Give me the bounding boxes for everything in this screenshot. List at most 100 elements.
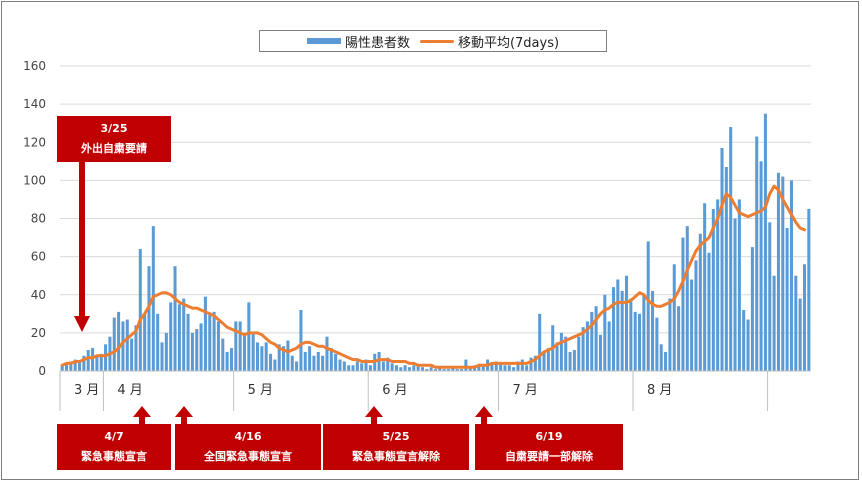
bar <box>598 334 602 371</box>
bar <box>255 342 260 371</box>
bar <box>564 336 568 371</box>
bar <box>295 361 299 371</box>
bar <box>789 180 793 371</box>
bar <box>525 365 529 371</box>
bar <box>221 338 225 371</box>
bar <box>768 222 772 371</box>
annotation-box-2: 4/16 全国緊急事態宣言 <box>175 424 321 470</box>
bar <box>433 369 438 371</box>
bar <box>694 260 698 371</box>
bar <box>412 365 416 371</box>
bar <box>316 351 320 371</box>
x-axis: 3 月 4 月 5 月 6 月 7 月 8 月 <box>59 370 811 411</box>
bar <box>277 344 281 371</box>
annotation-text: 緊急事態宣言 <box>81 450 147 463</box>
month-label: 4 月 <box>117 383 142 398</box>
bar <box>512 367 516 371</box>
bar <box>772 275 776 371</box>
bar <box>86 350 90 371</box>
month-label: 6 月 <box>382 383 407 398</box>
bar <box>273 359 277 371</box>
bar <box>516 361 520 371</box>
y-tick-labels: 0 20 40 60 80 100 120 140 160 <box>23 59 46 378</box>
bar <box>464 359 468 371</box>
bar <box>377 351 381 371</box>
bar <box>125 319 129 371</box>
bar <box>572 350 576 371</box>
month-label: 5 月 <box>248 383 273 398</box>
bar <box>121 321 125 371</box>
month-label: 7 月 <box>512 383 537 398</box>
annotation-box-4: 6/19 自粛要請一部解除 <box>475 424 623 470</box>
y-tick-label: 60 <box>31 250 46 264</box>
bar <box>364 359 368 371</box>
annotation-date: 4/7 <box>104 430 124 443</box>
bar <box>117 311 121 371</box>
y-tick-label: 0 <box>38 364 46 378</box>
bar <box>581 327 585 371</box>
bar <box>490 363 494 371</box>
bar <box>651 290 655 371</box>
arrow-head <box>133 406 151 417</box>
bar <box>112 317 116 371</box>
bar <box>698 233 702 371</box>
y-tick-label: 140 <box>23 97 46 111</box>
bar <box>494 361 498 371</box>
bar <box>290 355 294 371</box>
annotation-date: 3/25 <box>100 122 128 135</box>
bar <box>460 369 464 371</box>
annotation-date: 4/16 <box>234 430 262 443</box>
bar <box>724 167 728 371</box>
bar <box>225 351 229 371</box>
bar <box>729 127 733 371</box>
bar <box>173 266 177 371</box>
annotation-date: 6/19 <box>535 430 563 443</box>
bar <box>798 298 802 371</box>
legend-line-swatch <box>419 39 454 43</box>
bar <box>681 237 685 371</box>
bar <box>659 344 663 371</box>
y-tick-label: 40 <box>31 288 46 302</box>
bar <box>742 310 746 371</box>
bar <box>685 226 689 371</box>
bar <box>438 367 442 371</box>
bar <box>234 321 238 371</box>
bar <box>690 279 694 371</box>
bar <box>455 369 459 371</box>
arrow-head <box>74 316 90 332</box>
bar <box>546 348 550 371</box>
bar <box>677 306 681 371</box>
bar <box>104 344 108 371</box>
legend-item-cases: 陽性患者数 <box>306 32 410 51</box>
annotation-box-1: 4/7 緊急事態宣言 <box>57 424 171 470</box>
bar <box>711 208 715 371</box>
bar <box>420 367 424 371</box>
bar <box>325 336 329 371</box>
bar <box>238 321 242 371</box>
bar <box>755 136 759 371</box>
bar <box>199 323 203 371</box>
bar <box>208 313 212 371</box>
bar <box>664 351 668 371</box>
arrow-shaft <box>139 415 145 425</box>
bar <box>286 340 290 371</box>
bar <box>794 275 798 371</box>
bar <box>299 310 303 371</box>
bar <box>707 252 711 371</box>
bar <box>312 355 316 371</box>
bar <box>308 346 312 371</box>
bar <box>529 357 533 371</box>
bar <box>338 359 342 371</box>
bar <box>242 332 247 371</box>
bar <box>355 361 359 371</box>
y-tick-label: 160 <box>23 59 46 73</box>
bar <box>624 275 629 371</box>
bar <box>447 369 451 371</box>
bar <box>603 294 607 371</box>
annotation-box-3: 5/25 緊急事態宣言解除 <box>323 424 469 470</box>
bar <box>520 359 524 371</box>
bar <box>381 361 385 371</box>
bar <box>416 365 420 371</box>
bar <box>216 321 220 371</box>
